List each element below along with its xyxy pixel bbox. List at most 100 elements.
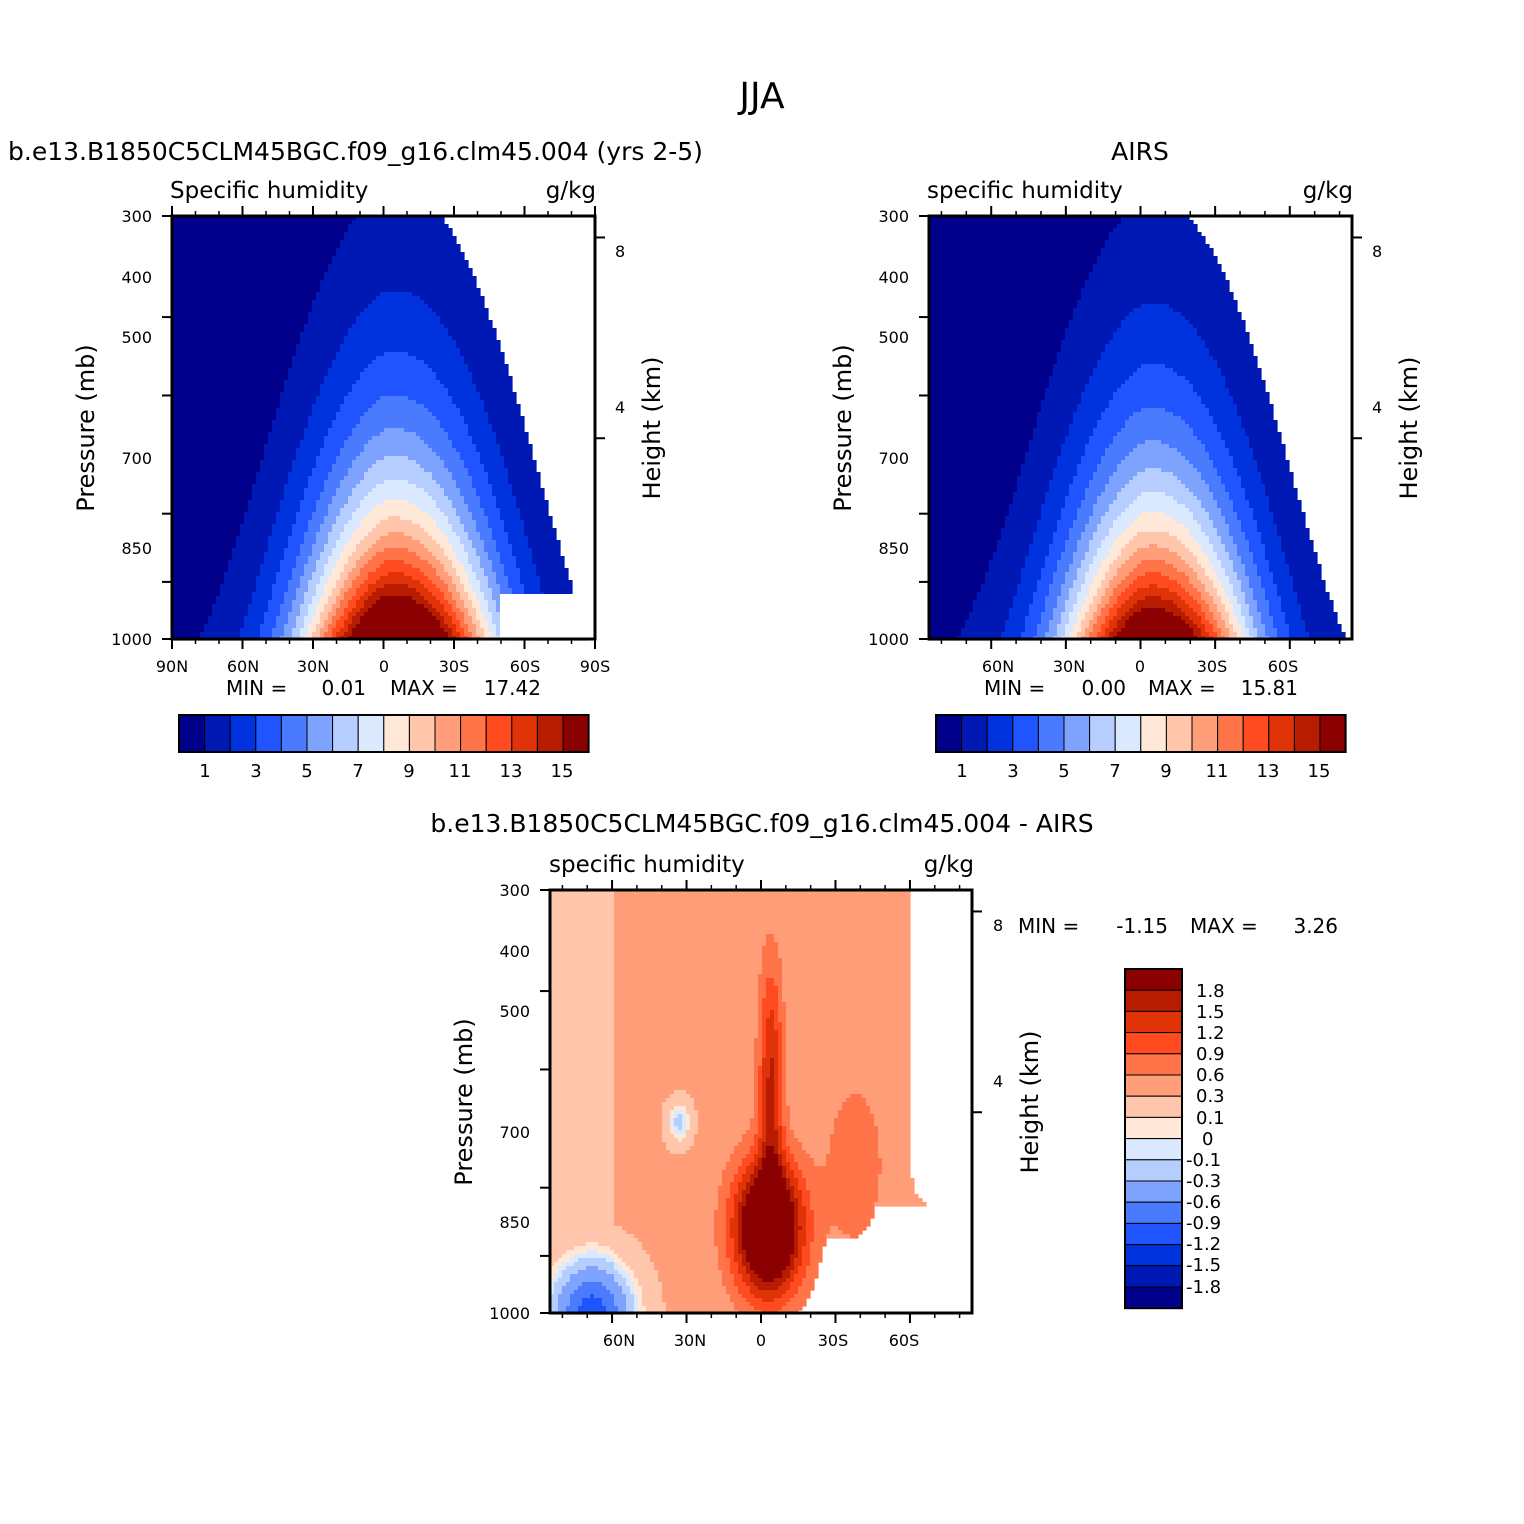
contour-cell: [276, 576, 293, 581]
contour-cell: [412, 596, 425, 601]
contour-cell: [1213, 600, 1222, 605]
contour-cell: [1081, 560, 1094, 565]
contour-cell: [1073, 580, 1086, 585]
contour-cell: [1017, 588, 1038, 593]
contour-cell: [264, 452, 297, 457]
contour-cell: [1085, 492, 1102, 497]
contour-cell: [336, 560, 349, 565]
contour-cell: [172, 576, 225, 581]
contour-cell: [762, 962, 783, 967]
contour-cell: [340, 616, 349, 621]
contour-cell: [1273, 620, 1286, 625]
contour-cell: [484, 612, 493, 617]
contour-cell: [360, 556, 373, 561]
contour-cell: [456, 600, 465, 605]
contour-cell: [1049, 384, 1086, 389]
contour-cell: [1061, 340, 1110, 345]
contour-cell: [718, 1266, 731, 1271]
contour-cell: [364, 564, 381, 569]
contour-cell: [806, 1178, 879, 1183]
contour-cell: [929, 532, 1002, 537]
contour-cell: [288, 372, 329, 377]
contour-cell: [758, 978, 767, 983]
contour-cell: [1225, 520, 1242, 525]
contour-cell: [440, 620, 445, 625]
contour-cell: [1261, 576, 1274, 581]
contour-cell: [738, 1186, 747, 1191]
contour-cell: [1241, 420, 1278, 425]
contour-cell: [280, 564, 297, 569]
contour-cell: [340, 536, 353, 541]
contour-cell: [412, 564, 433, 569]
contour-cell: [762, 1166, 783, 1171]
contour-cell: [1065, 548, 1078, 553]
contour-cell: [1225, 568, 1234, 573]
contour-cell: [714, 1214, 727, 1219]
contour-cell: [368, 608, 429, 613]
contour-cell: [929, 540, 998, 545]
contour-cell: [1157, 544, 1186, 549]
contour-cell: [416, 400, 453, 405]
contour-cell: [472, 484, 493, 489]
contour-cell: [296, 620, 305, 625]
colorbar-label: 1.5: [1196, 1002, 1225, 1023]
contour-cell: [750, 1290, 787, 1295]
contour-cell: [472, 376, 513, 381]
contour-cell: [376, 460, 417, 465]
contour-cell: [324, 588, 333, 593]
panel-diff-min-label: MIN =: [1018, 914, 1079, 938]
contour-cell: [436, 504, 453, 509]
contour-cell: [1109, 552, 1122, 557]
contour-cell: [1093, 576, 1106, 581]
contour-cell: [300, 612, 309, 617]
contour-cell: [1065, 572, 1078, 577]
panel-model-title: b.e13.B1850C5CLM45BGC.f09_g16.clm45.004 …: [8, 137, 703, 166]
contour-cell: [436, 608, 445, 613]
contour-cell: [778, 1074, 783, 1079]
contour-cell: [376, 400, 417, 405]
contour-cell: [172, 552, 233, 557]
contour-cell: [408, 456, 441, 461]
contour-cell: [1201, 608, 1210, 613]
contour-cell: [1029, 612, 1042, 617]
contour-cell: [432, 308, 489, 313]
contour-cell: [1065, 632, 1070, 637]
contour-cell: [1145, 440, 1162, 445]
contour-cell: [372, 528, 425, 533]
contour-cell: [550, 1270, 559, 1275]
contour-cell: [929, 596, 978, 601]
contour-cell: [440, 528, 453, 533]
contour-cell: [300, 500, 317, 505]
contour-cell: [336, 356, 377, 361]
contour-cell: [384, 480, 409, 485]
contour-cell: [296, 616, 305, 621]
contour-cell: [929, 244, 1106, 249]
contour-cell: [328, 556, 341, 561]
contour-cell: [1241, 632, 1250, 637]
contour-cell: [1221, 632, 1230, 637]
contour-cell: [1229, 600, 1238, 605]
contour-cell: [1201, 620, 1210, 625]
contour-cell: [376, 580, 421, 585]
contour-cell: [550, 922, 615, 927]
contour-cell: [472, 476, 489, 481]
contour-cell: [774, 1122, 779, 1127]
contour-cell: [929, 248, 1102, 253]
contour-cell: [496, 572, 505, 577]
contour-cell: [750, 1162, 759, 1167]
contour-cell: [1057, 524, 1074, 529]
contour-cell: [1089, 380, 1126, 385]
contour-cell: [300, 544, 313, 549]
contour-cell: [1049, 592, 1062, 597]
contour-cell: [929, 388, 1046, 393]
contour-cell: [1253, 552, 1266, 557]
contour-cell: [304, 616, 313, 621]
contour-cell: [308, 608, 317, 613]
contour-cell: [312, 576, 321, 581]
contour-cell: [360, 616, 437, 621]
contour-cell: [550, 1254, 563, 1259]
contour-cell: [929, 236, 1110, 241]
contour-cell: [1037, 588, 1050, 593]
contour-cell: [1245, 564, 1258, 569]
contour-cell: [766, 942, 779, 947]
